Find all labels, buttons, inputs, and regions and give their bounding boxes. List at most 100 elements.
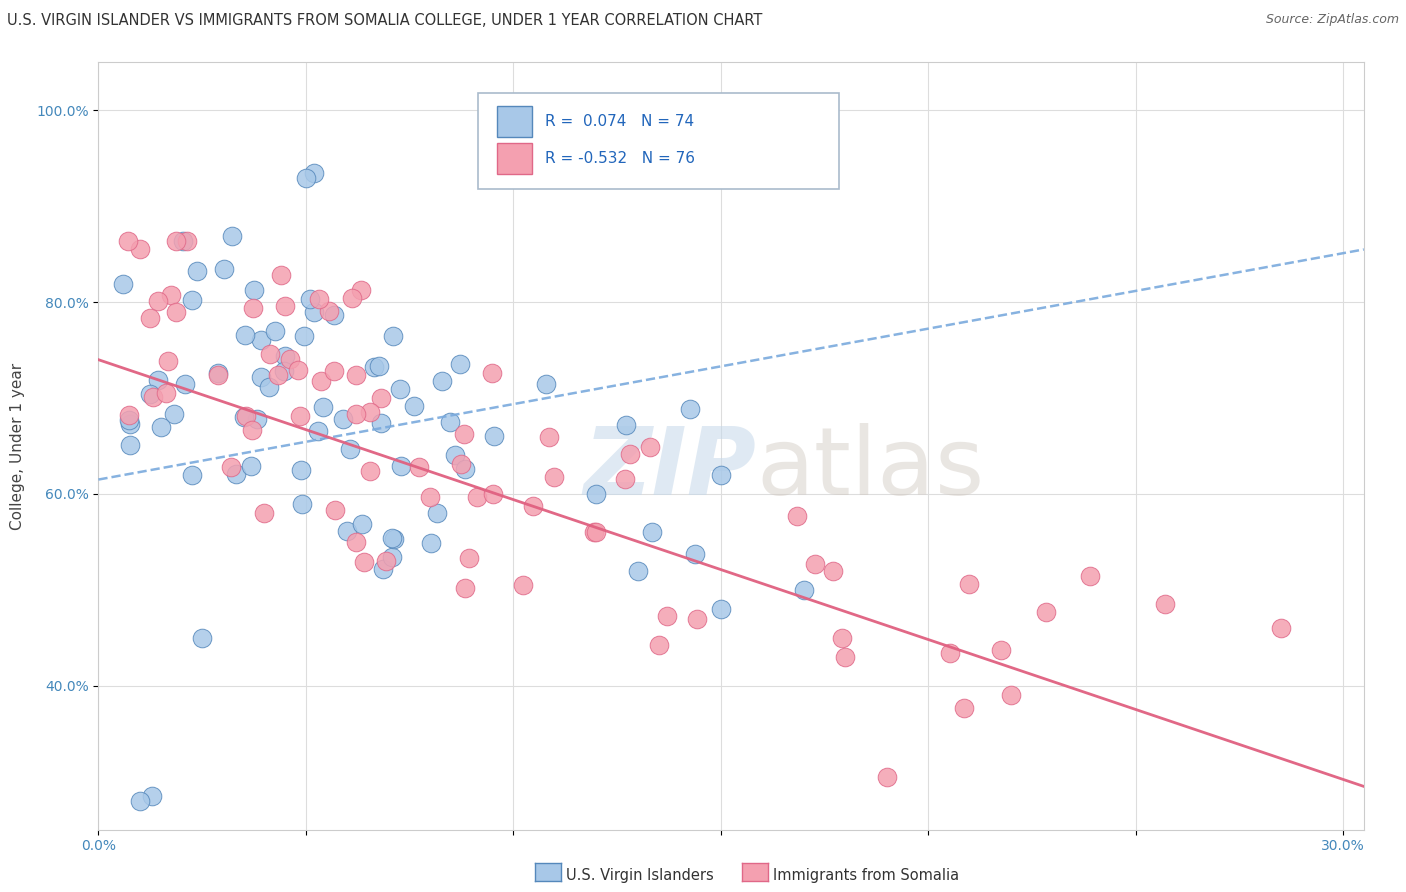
Point [657,609,679,624]
Point [257,379,280,393]
Point [232,410,254,425]
Point [613,472,636,486]
Point [679,402,702,417]
Bar [498,143,533,174]
Point [449,357,471,371]
Point [120,438,142,452]
Point [157,353,180,368]
Point [1078,568,1101,582]
Point [225,467,247,481]
Point [291,497,314,511]
Y-axis label: College, Under 1 year: College, Under 1 year [10,362,25,530]
Point [408,459,430,474]
Point [139,386,162,401]
Text: U.S. VIRGIN ISLANDER VS IMMIGRANTS FROM SOMALIA COLLEGE, UNDER 1 YEAR CORRELATIO: U.S. VIRGIN ISLANDER VS IMMIGRANTS FROM … [7,13,762,29]
Point [292,328,315,343]
Point [165,234,187,248]
Point [683,547,706,561]
Point [253,506,276,520]
Point [380,549,402,564]
Point [686,612,709,626]
Point [638,441,661,455]
Point [264,325,287,339]
Point [426,506,449,520]
Point [382,532,405,546]
Point [585,487,607,501]
Bar [498,106,533,136]
Point [1154,598,1177,612]
Point [454,461,477,475]
Point [344,534,367,549]
Point [710,602,733,616]
Point [834,649,856,664]
Point [259,347,281,361]
Point [240,423,263,437]
Point [240,458,263,473]
Point [150,419,173,434]
Point [118,413,141,427]
Point [444,448,467,462]
Point [159,288,181,302]
Point [173,377,195,392]
Point [619,447,641,461]
Point [270,268,292,282]
Point [235,409,257,424]
Point [290,409,312,424]
Point [1000,689,1022,703]
Point [534,377,557,392]
Point [250,334,273,348]
Point [585,525,607,540]
Point [1270,621,1292,635]
Point [273,364,295,378]
Point [786,508,808,523]
Point [1035,605,1057,619]
Point [207,367,229,381]
Point [191,631,214,645]
Point [129,242,152,256]
Point [221,228,243,243]
Point [142,390,165,404]
Point [370,392,392,406]
Point [363,360,385,375]
Point [309,374,332,388]
Point [432,374,454,388]
Point [242,301,264,315]
Point [180,293,202,307]
Point [353,555,375,569]
Point [148,293,170,308]
Point [957,577,980,591]
Point [648,638,671,652]
Point [382,329,405,343]
Text: U.S. Virgin Islanders: U.S. Virgin Islanders [567,869,714,883]
Point [318,303,340,318]
Point [111,277,134,291]
Point [212,262,235,277]
Point [146,373,169,387]
Point [311,400,333,414]
Point [538,429,561,443]
Point [273,349,295,363]
Point [522,499,544,513]
Text: R =  0.074   N = 74: R = 0.074 N = 74 [546,114,695,129]
Point [381,531,404,545]
Point [117,234,139,248]
Point [302,305,325,319]
Point [295,170,318,185]
Point [350,283,373,297]
Point [186,264,208,278]
Point [640,524,662,539]
Point [339,442,361,457]
Point [344,407,367,421]
Point [419,535,441,549]
Point [359,464,381,478]
Point [823,564,845,578]
Point [458,550,481,565]
Point [243,283,266,297]
Text: R = -0.532   N = 76: R = -0.532 N = 76 [546,151,695,166]
FancyBboxPatch shape [478,93,838,189]
Point [274,299,297,313]
Point [627,564,650,578]
Point [118,417,141,432]
Point [280,351,302,366]
Point [804,557,827,571]
